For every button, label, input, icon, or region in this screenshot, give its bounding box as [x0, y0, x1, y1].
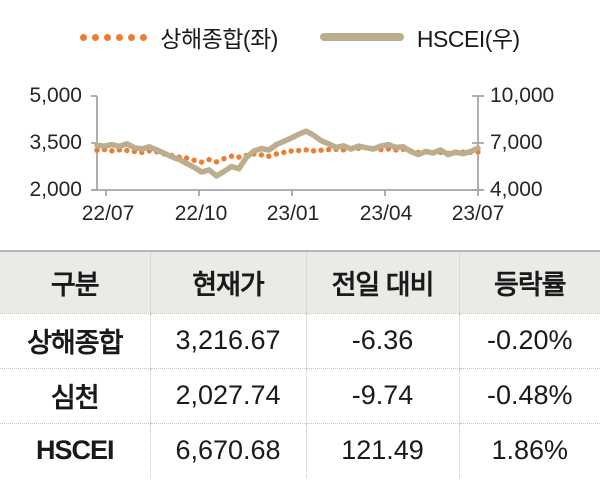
- left-axis-tick-label: 2,000: [29, 178, 82, 201]
- solid-line-swatch-icon: [319, 33, 404, 41]
- series-layer: [94, 128, 481, 179]
- pct-cell: 1.86%: [458, 423, 600, 478]
- index-name-cell: 심천: [0, 368, 150, 424]
- x-axis-tick-label: 22/07: [81, 202, 135, 225]
- index-name-cell: 상해종합: [0, 313, 150, 369]
- axes: [91, 95, 484, 196]
- right-axis-tick-label: 10,000: [490, 84, 555, 107]
- x-axis-ticks: [105, 190, 479, 196]
- right-axis-tick-label: 4,000: [490, 178, 543, 201]
- price-cell: 2,027.74: [149, 368, 306, 424]
- price-cell: 6,670.68: [149, 423, 306, 478]
- change-cell: 121.49: [305, 423, 459, 478]
- dotted-line-swatch-icon: [80, 33, 148, 41]
- index-name-cell: HSCEI: [35, 435, 115, 466]
- pct-cell: -0.20%: [458, 313, 600, 369]
- x-axis-tick-label: 23/04: [359, 202, 413, 225]
- left-axis-tick-label: 5,000: [29, 84, 82, 107]
- legend-label-hscei: HSCEI(우): [416, 26, 520, 52]
- table-header-row: 구분 현재가 전일 대비 등락률: [0, 251, 600, 314]
- column-header-price: 현재가: [149, 251, 306, 314]
- chart-legend: 상해종합(좌) HSCEI(우): [0, 20, 600, 54]
- legend-label-shanghai: 상해종합(좌): [160, 26, 278, 52]
- right-axis-tick-label: 7,000: [490, 131, 543, 154]
- legend-item-hscei: HSCEI(우): [319, 20, 520, 54]
- column-header-change: 전일 대비: [305, 251, 459, 314]
- pct-cell: -0.48%: [458, 368, 600, 424]
- dual-axis-line-chart: 5,000 3,500 2,000 10,000 7,000 4,000 22/…: [0, 54, 600, 232]
- table-row-shanghai: 상해종합 3,216.67 -6.36 -0.20%: [0, 313, 600, 369]
- x-axis-tick-label: 23/01: [266, 202, 320, 225]
- change-cell: -6.36: [305, 313, 459, 369]
- table-row-hscei: HSCEI 6,670.68 121.49 1.86%: [0, 423, 600, 478]
- legend-item-shanghai: 상해종합(좌): [80, 20, 278, 54]
- column-header-pct: 등락률: [458, 251, 600, 314]
- column-header-category: 구분: [0, 251, 150, 314]
- x-axis-tick-label: 23/07: [451, 202, 505, 225]
- table-row-shenzhen: 심천 2,027.74 -9.74 -0.48%: [0, 368, 600, 424]
- change-cell: -9.74: [305, 368, 459, 424]
- chart-canvas: [91, 95, 484, 196]
- x-axis-tick-label: 22/10: [174, 202, 228, 225]
- price-cell: 3,216.67: [149, 313, 306, 369]
- index-table: 구분 현재가 전일 대비 등락률 상해종합 3,216.67 -6.36 -0.…: [0, 250, 600, 478]
- left-axis-tick-label: 3,500: [29, 131, 82, 154]
